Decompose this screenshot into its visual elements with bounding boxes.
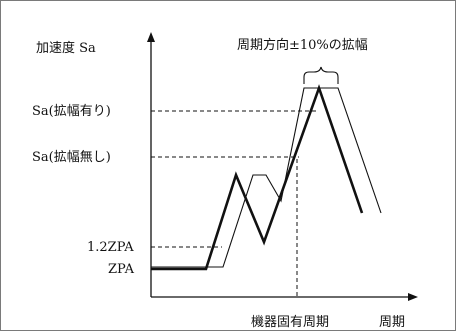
broadened-spectrum-curve: [151, 87, 382, 268]
original-spectrum-curve: [151, 84, 364, 271]
y-axis-label: 加速度 Sa: [36, 40, 96, 56]
sa-broadened-label: Sa(拡幅有り): [32, 104, 111, 119]
zpa-12-label: 1.2ZPA: [87, 240, 134, 255]
sa-unbroadened-label: Sa(拡幅無し): [32, 150, 111, 165]
broadening-bracket: [303, 66, 339, 84]
natural-period-label: 機器固有周期: [251, 315, 329, 330]
zpa-label: ZPA: [108, 262, 135, 277]
broadening-note: 周期方向±10%の拡幅: [237, 37, 368, 53]
x-axis-label: 周期: [379, 315, 405, 330]
